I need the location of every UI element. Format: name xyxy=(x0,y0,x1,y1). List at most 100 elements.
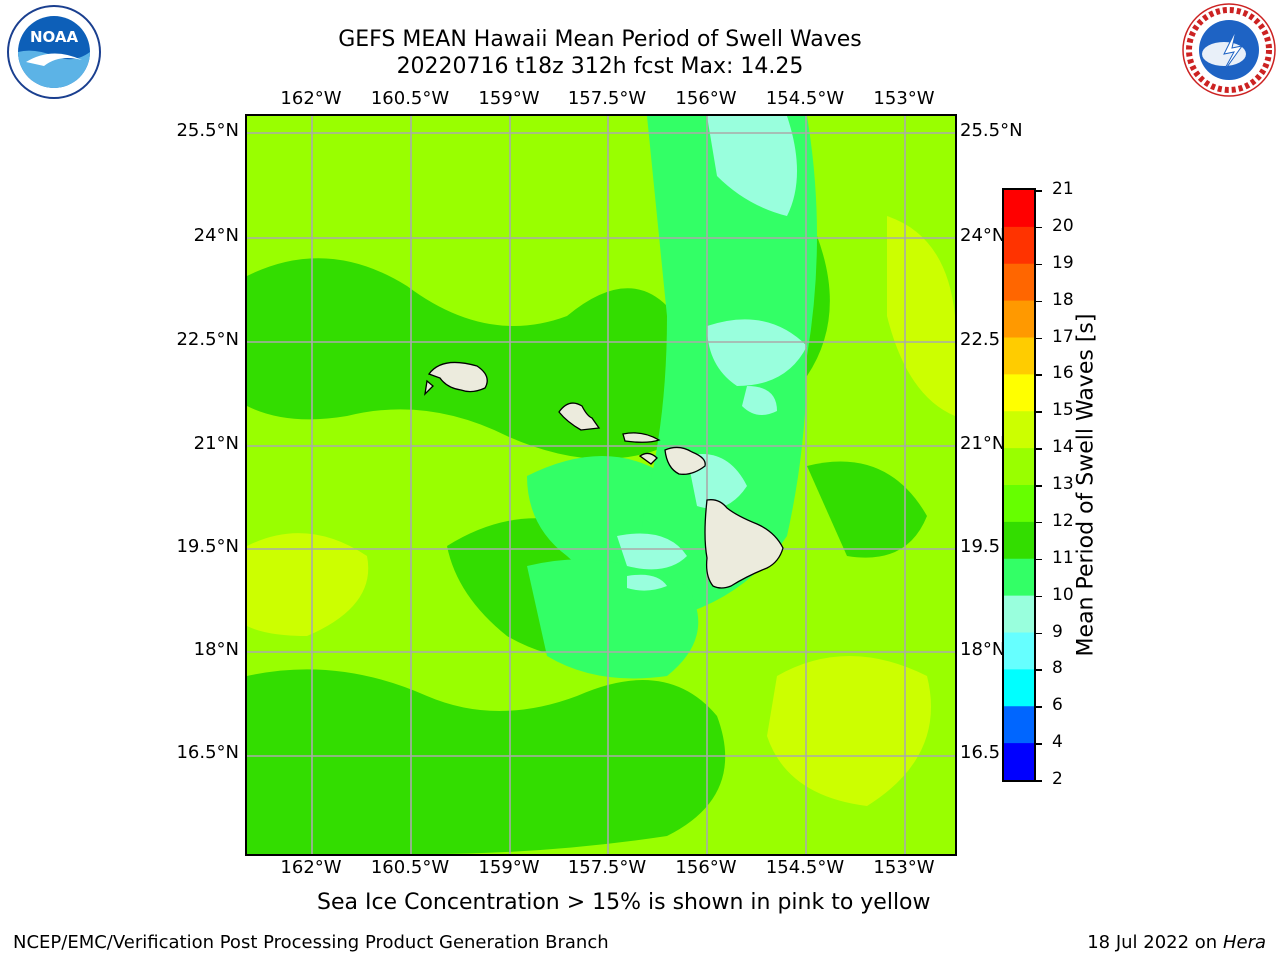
lon-label-bottom: 154.5°W xyxy=(765,857,845,878)
colorbar-segment xyxy=(1004,485,1034,523)
lon-label-top: 156°W xyxy=(675,88,737,109)
lon-label-top: 157.5°W xyxy=(567,88,647,109)
colorbar-segment xyxy=(1004,632,1034,670)
colorbar-tick-mark xyxy=(1034,226,1042,229)
colorbar-label: Mean Period of Swell Waves [s] xyxy=(1073,313,1099,657)
colorbar-segment xyxy=(1004,374,1034,412)
colorbar-tick-mark xyxy=(1034,485,1042,487)
lat-label-right: 19.5 xyxy=(960,536,1001,557)
colorbar-tick-mark xyxy=(1034,558,1042,561)
contour-fields xyxy=(247,116,955,854)
colorbar-tick-mark xyxy=(1034,374,1042,376)
lon-label-bottom: 162°W xyxy=(280,857,342,878)
colorbar-tick-mark xyxy=(1034,337,1042,339)
colorbar-segment xyxy=(1004,226,1034,265)
colorbar-tick-mark xyxy=(1034,300,1042,303)
chart-title-line2: 20220716 t18z 312h fcst Max: 14.25 xyxy=(396,54,804,79)
colorbar-tick-mark xyxy=(1034,521,1042,524)
colorbar-tick-mark xyxy=(1034,263,1042,266)
colorbar-segment xyxy=(1004,558,1034,597)
lat-label-right: 22.5 xyxy=(960,329,1001,350)
colorbar-tick-label: 13 xyxy=(1052,474,1074,494)
island-maui xyxy=(664,446,706,475)
colorbar-segment xyxy=(1004,448,1034,486)
colorbar-tick-mark xyxy=(1034,669,1042,671)
lat-label-right: 25.5°N xyxy=(960,120,1023,141)
colorbar-tick-mark xyxy=(1034,411,1042,413)
lat-label-right: 18°N xyxy=(960,639,1006,660)
colorbar-segment xyxy=(1004,595,1034,633)
colorbar-segment xyxy=(1004,411,1034,449)
colorbar-tick-label: 17 xyxy=(1052,326,1074,347)
colorbar-tick-mark xyxy=(1034,743,1042,745)
island-oahu xyxy=(558,402,601,431)
colorbar-tick-label: 21 xyxy=(1052,179,1074,199)
lat-label-left: 25.5°N xyxy=(176,120,239,141)
colorbar-tick-mark xyxy=(1034,632,1042,634)
colorbar-tick-label: 9 xyxy=(1052,621,1063,642)
colorbar-tick-label: 2 xyxy=(1052,769,1063,789)
swell-period-map[interactable] xyxy=(245,114,957,856)
footer-host: Hera xyxy=(1222,932,1266,953)
lat-label-left: 24°N xyxy=(193,225,239,246)
colorbar-tick-label: 11 xyxy=(1052,547,1074,568)
colorbar-tick-label: 8 xyxy=(1052,658,1063,679)
colorbar-tick-label: 14 xyxy=(1052,437,1074,458)
lon-label-top: 154.5°W xyxy=(765,88,845,109)
lat-label-right: 24°N xyxy=(960,225,1006,246)
island-molokai xyxy=(622,432,661,443)
footer-date-text: 18 Jul 2022 on xyxy=(1087,932,1223,953)
colorbar-segment xyxy=(1004,190,1034,228)
footer-date: 18 Jul 2022 on Hera xyxy=(1087,932,1266,953)
colorbar-tick-mark xyxy=(1034,706,1042,708)
colorbar-tick-label: 18 xyxy=(1052,289,1074,310)
nws-logo xyxy=(1182,3,1276,97)
colorbar-tick-label: 16 xyxy=(1052,363,1074,384)
colorbar-tick-mark xyxy=(1034,448,1042,450)
colorbar-segment xyxy=(1004,521,1034,560)
island-lanai xyxy=(638,452,658,465)
lon-label-top: 153°W xyxy=(873,88,935,109)
svg-text:NOAA: NOAA xyxy=(30,28,79,46)
colorbar-tick-label: 12 xyxy=(1052,510,1074,531)
lon-label-top: 160.5°W xyxy=(370,88,450,109)
lat-label-left: 22.5°N xyxy=(176,329,239,350)
lon-label-bottom: 153°W xyxy=(873,857,935,878)
colorbar-tick-label: 15 xyxy=(1052,400,1074,421)
island-hawaii xyxy=(704,499,784,589)
colorbar-segment xyxy=(1004,706,1034,744)
colorbar-tick-label: 20 xyxy=(1052,215,1074,236)
colorbar-tick-mark xyxy=(1034,190,1042,192)
lat-label-left: 16.5°N xyxy=(176,742,239,763)
colorbar-tick-label: 4 xyxy=(1052,732,1063,753)
colorbar-tick-label: 6 xyxy=(1052,695,1063,716)
lat-label-right: 21°N xyxy=(960,433,1006,454)
lon-label-bottom: 156°W xyxy=(675,857,737,878)
lon-label-top: 162°W xyxy=(280,88,342,109)
island-niihau xyxy=(424,379,434,396)
noaa-logo: NOAA xyxy=(7,5,101,99)
lat-label-left: 19.5°N xyxy=(176,536,239,557)
lon-label-top: 159°W xyxy=(478,88,540,109)
lon-label-bottom: 157.5°W xyxy=(567,857,647,878)
lon-label-bottom: 160.5°W xyxy=(370,857,450,878)
colorbar-segment xyxy=(1004,337,1034,375)
colorbar-tick-label: 10 xyxy=(1052,584,1074,605)
colorbar-tick-mark xyxy=(1034,595,1042,598)
colorbar-segment xyxy=(1004,300,1034,338)
lon-label-bottom: 159°W xyxy=(478,857,540,878)
colorbar-segment xyxy=(1004,669,1034,707)
grid-lines xyxy=(247,116,955,854)
island-niihau-kauai xyxy=(427,361,488,393)
colorbar-tick-label: 19 xyxy=(1052,252,1074,273)
lat-label-left: 21°N xyxy=(193,433,239,454)
lat-label-right: 16.5 xyxy=(960,742,1001,763)
lat-label-left: 18°N xyxy=(193,639,239,660)
colorbar-segment xyxy=(1004,743,1034,780)
map-caption: Sea Ice Concentration > 15% is shown in … xyxy=(317,890,931,915)
colorbar xyxy=(1002,188,1036,782)
hawaiian-islands xyxy=(424,361,784,589)
colorbar-segment xyxy=(1004,263,1034,302)
footer-credit: NCEP/EMC/Verification Post Processing Pr… xyxy=(13,932,609,953)
chart-title-line1: GEFS MEAN Hawaii Mean Period of Swell Wa… xyxy=(338,27,862,52)
